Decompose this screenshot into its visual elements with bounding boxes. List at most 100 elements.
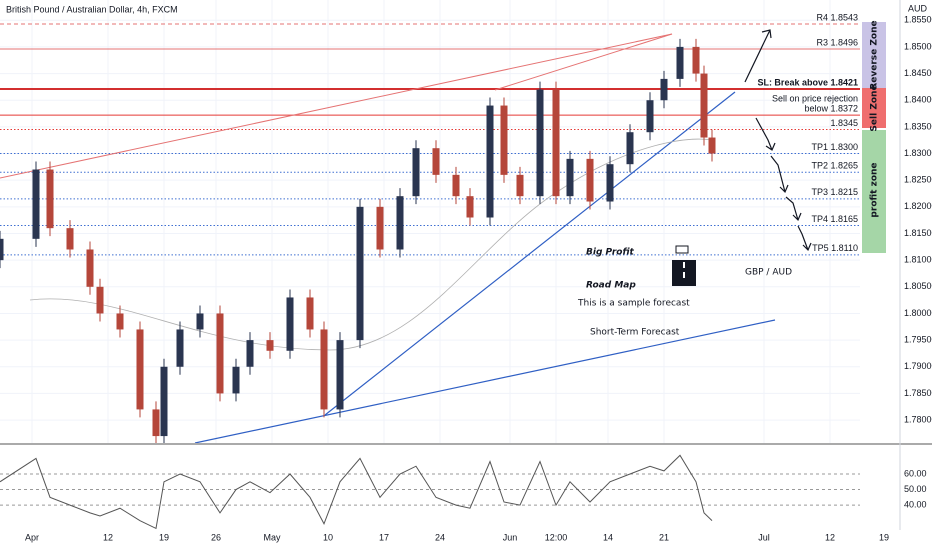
- y-tick-label: 1.81000: [904, 255, 932, 265]
- candle-body: [412, 148, 420, 197]
- x-tick-label: Apr: [25, 532, 39, 542]
- candle-body: [320, 329, 328, 410]
- candle-body: [66, 228, 74, 250]
- candle-body: [286, 297, 294, 351]
- zones: [862, 22, 886, 253]
- rsi-tick-label: 60.00: [904, 468, 927, 478]
- candle-body: [660, 78, 668, 101]
- candle-body: [466, 196, 474, 218]
- zone-label: Reverse Zone: [870, 20, 880, 89]
- x-tick-label: 12: [103, 532, 113, 542]
- candle-body: [692, 46, 700, 74]
- candle-body: [96, 286, 104, 314]
- candle-body: [606, 164, 614, 202]
- candle-body: [232, 366, 240, 394]
- candle-body: [116, 313, 124, 330]
- level-label: R3 1.8496: [816, 37, 858, 47]
- rsi-tick-label: 40.00: [904, 499, 927, 509]
- candle-body: [432, 148, 440, 175]
- candle-body: [266, 340, 274, 351]
- candle-body: [536, 89, 544, 197]
- x-tick-label: 17: [379, 532, 389, 542]
- candle-body: [336, 340, 344, 410]
- candle-body: [176, 329, 184, 367]
- x-tick-label: 10: [323, 532, 333, 542]
- candle-body: [452, 174, 460, 197]
- candle-body: [586, 158, 594, 202]
- level-label: SL: Break above 1.8421: [757, 77, 858, 87]
- x-tick-label: 21: [659, 532, 669, 542]
- level-label: TP2 1.8265: [811, 161, 858, 171]
- x-tick-label: Jun: [503, 532, 518, 542]
- y-tick-label: 1.81500: [904, 228, 932, 238]
- level-label: below 1.8372: [804, 104, 858, 114]
- annotation: Short-Term Forecast: [590, 328, 680, 338]
- rsi-line: [0, 454, 713, 530]
- x-tick-label: 24: [435, 532, 445, 542]
- y-tick-label: 1.79500: [904, 334, 932, 344]
- candle-body: [676, 46, 684, 79]
- annotation: Big Profit: [586, 248, 635, 258]
- candle-body: [136, 329, 144, 410]
- x-tick-label: 19: [879, 532, 889, 542]
- level-label: TP4 1.8165: [811, 214, 858, 224]
- candle-body: [86, 249, 94, 287]
- y-tick-label: 1.80500: [904, 281, 932, 291]
- y-tick-label: 1.85000: [904, 41, 932, 51]
- road-icon: [672, 245, 696, 286]
- candle-body: [376, 206, 384, 250]
- currency-label: AUD: [908, 3, 928, 13]
- y-tick-label: 1.84500: [904, 68, 932, 78]
- y-tick-label: 1.82500: [904, 175, 932, 185]
- level-label: TP1 1.8300: [811, 142, 858, 152]
- level-label: 1.8345: [830, 118, 858, 128]
- y-tick-label: 1.78000: [904, 414, 932, 424]
- trend-lines: [0, 33, 776, 443]
- candle-body: [246, 340, 254, 367]
- candle-body: [700, 73, 708, 138]
- candle-body: [32, 169, 40, 239]
- x-tick-label: 12: [825, 532, 835, 542]
- level-label: R4 1.8543: [816, 12, 858, 22]
- y-tick-label: 1.78500: [904, 388, 932, 398]
- y-tick-label: 1.83000: [904, 148, 932, 158]
- x-tick-label: 12:00: [545, 532, 568, 542]
- candle-body: [516, 174, 524, 197]
- level-label: TP5 1.8110: [812, 243, 858, 253]
- y-tick-label: 1.79000: [904, 361, 932, 371]
- x-tick-label: 19: [159, 532, 169, 542]
- candle-body: [646, 100, 654, 133]
- candle-body: [152, 409, 160, 437]
- annotation: Road Map: [586, 281, 636, 291]
- chart-title: British Pound / Australian Dollar, 4h, F…: [6, 4, 178, 14]
- candle-body: [486, 105, 494, 218]
- annotation: GBP / AUD: [745, 268, 792, 278]
- forecast-arrows: [744, 29, 812, 252]
- y-tick-label: 1.83500: [904, 121, 932, 131]
- candle-body: [708, 137, 716, 154]
- candle-body: [160, 366, 168, 437]
- y-tick-label: 1.80000: [904, 308, 932, 318]
- x-tick-label: Jul: [758, 532, 770, 542]
- candle-body: [196, 313, 204, 330]
- candle-body: [566, 158, 574, 197]
- candle-body: [46, 169, 54, 229]
- level-label: Sell on price rejection: [772, 94, 858, 104]
- x-tick-label: 26: [211, 532, 221, 542]
- x-tick-label: May: [263, 532, 281, 542]
- candle-body: [396, 196, 404, 250]
- candle-body: [306, 297, 314, 330]
- level-label: TP3 1.8215: [811, 187, 858, 197]
- x-tick-label: 14: [603, 532, 613, 542]
- y-tick-label: 1.84000: [904, 95, 932, 105]
- y-tick-label: 1.85500: [904, 15, 932, 25]
- zone-label: Sell Zone: [870, 84, 880, 131]
- candle-body: [552, 89, 560, 197]
- rsi-tick-label: 50.00: [904, 484, 927, 494]
- candle-body: [0, 238, 4, 261]
- zone-label: profit zone: [870, 162, 880, 217]
- y-tick-label: 1.82000: [904, 201, 932, 211]
- annotation: This is a sample forecast: [577, 299, 690, 309]
- candle-body: [626, 132, 634, 165]
